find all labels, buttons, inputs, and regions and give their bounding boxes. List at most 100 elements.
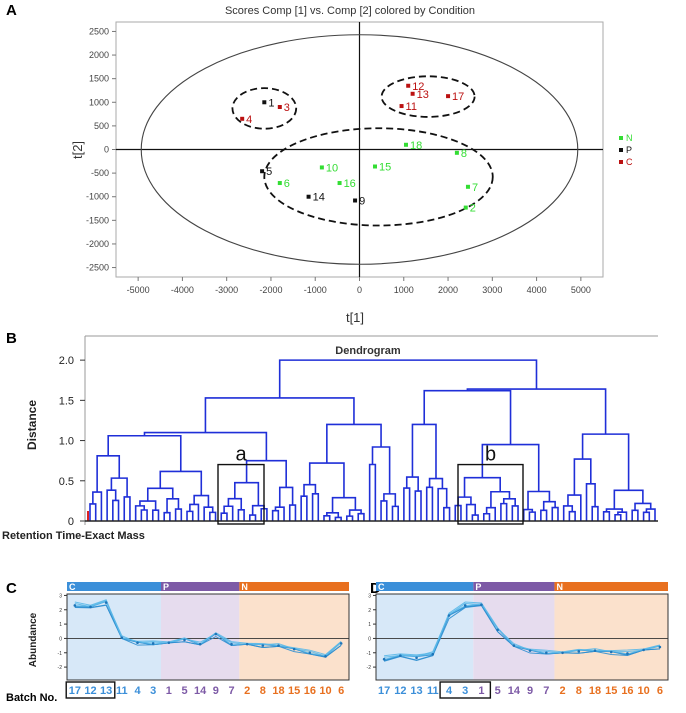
dendrogram-link [174, 508, 183, 521]
batch-number-label: 13 [410, 685, 422, 697]
y-tick-label: 0 [368, 636, 371, 642]
group-bar-label: N [556, 582, 563, 592]
group-background-P [473, 594, 555, 680]
profile-point [399, 654, 402, 657]
dendrogram-link [573, 458, 592, 496]
batch-number-label: 7 [228, 685, 234, 697]
batch-number-label: 16 [304, 685, 316, 697]
batch-number-label: 6 [338, 685, 344, 697]
batch-number-label: 9 [527, 685, 533, 697]
y-tick-label: -2 [367, 665, 372, 671]
profile-point [561, 651, 564, 655]
profile-point [382, 657, 386, 661]
batch-number-label: 16 [621, 685, 633, 697]
score-point-label: 3 [284, 102, 290, 114]
dendrogram-link [89, 503, 97, 521]
group-background-N [239, 594, 349, 680]
profile-point [626, 652, 629, 655]
profile-point [593, 649, 597, 652]
score-point [260, 169, 265, 174]
dendrogram-link [527, 490, 551, 510]
dendrogram-link [163, 511, 171, 521]
dendrogram-link [391, 505, 399, 521]
y-tick-label: 1500 [89, 74, 109, 84]
dendrogram-link [326, 511, 340, 518]
dendrogram-link [383, 493, 397, 507]
score-point-label: 10 [326, 162, 338, 174]
score-point-label: 1 [268, 97, 274, 109]
dendrogram-link [645, 508, 656, 521]
scatter-x-label: t[1] [346, 310, 364, 325]
legend-marker [619, 136, 623, 140]
score-point [337, 181, 342, 186]
score-point-label: 2 [470, 203, 476, 215]
batch-number-label: 8 [576, 685, 582, 697]
group-ellipse-right [380, 75, 476, 118]
dendrogram-link [522, 508, 534, 521]
batch-no-label: Batch No. [6, 692, 58, 704]
y-tick-label: 0 [104, 145, 109, 155]
profile-point [545, 651, 548, 655]
dendrogram-link [92, 491, 103, 521]
dendrogram-link [193, 494, 210, 508]
profile-point [308, 651, 312, 655]
scatter-y-label: t[2] [70, 141, 85, 159]
dendrogram-link [146, 487, 174, 502]
profile-point [496, 628, 499, 632]
dendrogram-link [288, 504, 297, 521]
x-tick-label: -3000 [215, 285, 238, 295]
dendrogram-link [326, 423, 382, 464]
x-tick-label: -1000 [304, 285, 327, 295]
batch-number-label: 12 [394, 685, 406, 697]
scores-scatter-plot: Scores Comp [1] vs. Comp [2] colored by … [70, 5, 633, 325]
batch-number-label: 1 [166, 685, 172, 697]
dendrogram-link [274, 506, 285, 521]
hotelling-ellipse [140, 34, 579, 265]
highlight-box-label: b [485, 444, 496, 466]
dendrogram-title: Dendrogram [335, 345, 401, 357]
y-tick-label: 3 [368, 593, 371, 599]
profile-plot-frame [375, 593, 669, 681]
dendrogram-link [642, 511, 651, 521]
batch-number-label: 17 [378, 685, 390, 697]
group-bar-P [161, 582, 240, 591]
panel-label-a: A [6, 2, 17, 19]
dendrogram-link [348, 509, 362, 517]
x-tick-label: 2000 [438, 285, 458, 295]
dendrogram-link [166, 498, 180, 513]
dendrogram-link [482, 512, 491, 521]
score-point [306, 194, 311, 199]
y-tick-label: 3 [59, 593, 62, 599]
dendrogram-link [551, 506, 559, 521]
group-bar-label: C [69, 582, 76, 592]
score-point [463, 205, 468, 210]
dendrogram-link [380, 500, 388, 521]
batch-number-label: 9 [213, 685, 219, 697]
scatter-title: Scores Comp [1] vs. Comp [2] colored by … [225, 5, 475, 17]
score-point [319, 165, 324, 170]
dendrogram-link [223, 505, 234, 521]
dendrogram-link [227, 497, 243, 510]
dendrogram-link [106, 489, 117, 521]
dendrogram-link [585, 482, 596, 521]
profile-point [183, 638, 186, 642]
group-bar-label: N [241, 582, 248, 592]
y-tick-label: -1500 [86, 215, 109, 225]
legend-marker [619, 160, 623, 164]
score-point-label: 15 [379, 162, 391, 174]
profile-point [120, 636, 124, 640]
y-tick-label: -1000 [86, 192, 109, 202]
dendrogram-link [443, 506, 451, 521]
profile-point [277, 644, 280, 647]
dendrogram-link [613, 489, 644, 510]
panel-label-c: C [6, 580, 17, 597]
score-point-label: 13 [417, 89, 429, 101]
profile-point [480, 603, 483, 607]
group-ellipse-left [231, 87, 298, 130]
batch-number-label: 2 [244, 685, 250, 697]
y-tick-label: 2500 [89, 26, 109, 36]
dendrogram-link [631, 509, 639, 521]
legend-label: N [626, 133, 633, 143]
